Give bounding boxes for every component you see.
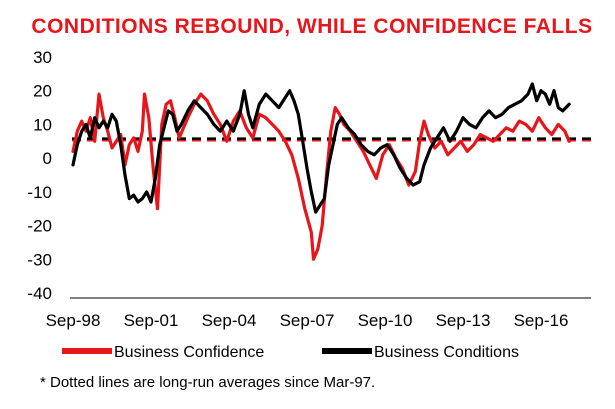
- legend-label-conditions: Business Conditions: [374, 344, 519, 361]
- x-tick-label: Sep-01: [124, 311, 179, 330]
- y-tick-label: -20: [27, 217, 52, 236]
- y-tick-label: -10: [27, 183, 52, 202]
- y-axis-ticks: 30 20 10 0 -10 -20 -30 -40: [27, 48, 52, 303]
- series-line-business-confidence: [71, 92, 571, 261]
- x-tick-label: Sep-04: [202, 311, 257, 330]
- y-tick-label: 0: [43, 149, 52, 168]
- series-lines: [71, 82, 571, 261]
- y-tick-label: 30: [33, 48, 52, 67]
- series-line-business-conditions: [71, 82, 571, 214]
- y-tick-label: 20: [33, 82, 52, 101]
- footnote: * Dotted lines are long-run averages sin…: [40, 374, 375, 391]
- legend-label-confidence: Business Confidence: [114, 344, 264, 361]
- chart-title: CONDITIONS REBOUND, WHILE CONFIDENCE FAL…: [31, 15, 592, 38]
- x-tick-label: Sep-10: [358, 311, 413, 330]
- y-tick-label: -30: [27, 250, 52, 269]
- x-axis-ticks: Sep-98 Sep-01 Sep-04 Sep-07 Sep-10 Sep-13 Sep-…: [46, 311, 569, 330]
- y-tick-label: 10: [33, 115, 52, 134]
- x-tick-label: Sep-07: [280, 311, 335, 330]
- x-tick-label: Sep-13: [436, 311, 491, 330]
- x-tick-label: Sep-98: [46, 311, 101, 330]
- y-tick-label: -40: [27, 284, 52, 303]
- x-tick-label: Sep-16: [514, 311, 569, 330]
- legend: Business Confidence Business Conditions: [62, 344, 519, 361]
